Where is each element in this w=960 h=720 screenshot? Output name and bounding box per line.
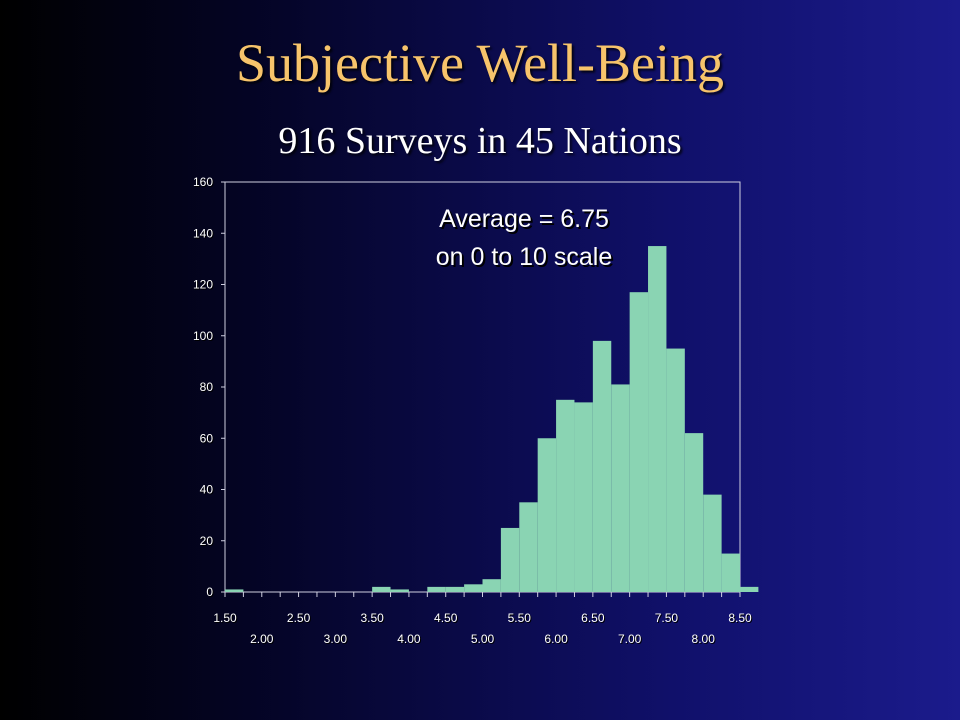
x-tick-label: 8.50 [728,611,752,625]
histogram-bar [464,584,483,592]
x-tick-label-shadow: 8.50 [729,612,753,626]
histogram-bar [556,399,575,592]
x-tick-label: 2.50 [287,611,311,625]
histogram-bar [225,589,244,592]
x-tick-label-shadow: 7.50 [656,612,680,626]
histogram-bar [482,579,501,592]
histogram-bar [703,494,722,592]
average-annotation-shadow: on 0 to 10 scale [438,245,615,273]
x-tick-label-shadow: 5.50 [509,612,533,626]
x-tick-label-shadow: 3.00 [325,633,349,647]
x-tick-label: 2.00 [250,632,274,646]
x-tick-label: 6.50 [581,611,605,625]
histogram-bar [611,384,630,592]
histogram-bar [427,586,446,592]
histogram-bar [629,292,649,592]
y-tick-label: 20 [200,534,214,548]
x-tick-label-shadow: 6.00 [545,633,569,647]
histogram-bar [684,433,704,592]
histogram-bar [721,553,740,592]
y-tick-label-shadow: 20 [201,535,215,549]
histogram-bar [500,527,520,592]
y-tick-label-shadow: 120 [194,279,214,293]
x-tick-label: 3.00 [324,632,348,646]
x-tick-label-shadow: 7.00 [619,633,643,647]
histogram-bar [648,246,667,592]
y-tick-label-shadow: 80 [201,381,215,395]
x-tick-label: 7.00 [618,632,642,646]
x-tick-label: 7.50 [655,611,679,625]
slide-title: Subjective Well-Being [235,33,725,93]
x-tick-label-shadow: 2.00 [251,633,275,647]
y-tick-label: 40 [200,483,214,497]
x-tick-label-shadow: 3.50 [361,612,385,626]
histogram-bar [390,589,409,592]
x-tick-label: 4.50 [434,611,458,625]
x-tick-label-shadow: 4.00 [398,633,422,647]
y-tick-label-shadow: 140 [194,227,214,241]
histogram-bar [592,340,612,592]
y-tick-label: 100 [193,329,213,343]
x-tick-label-shadow: 5.00 [472,633,496,647]
x-tick-label: 6.00 [544,632,568,646]
y-tick-label: 0 [206,585,213,599]
average-annotation-shadow: Average = 6.75 [441,207,611,235]
y-tick-label-shadow: 0 [207,586,214,600]
x-tick-label-shadow: 1.50 [214,612,238,626]
average-annotation: on 0 to 10 scale [436,243,613,271]
y-tick-label-shadow: 60 [201,432,215,446]
y-tick-label-shadow: 160 [194,176,214,190]
histogram-bar [519,502,538,592]
y-tick-label: 120 [193,278,213,292]
y-tick-label: 140 [193,226,213,240]
x-tick-label-shadow: 6.50 [582,612,606,626]
x-tick-label-shadow: 4.50 [435,612,459,626]
x-tick-label: 3.50 [360,611,384,625]
histogram-bar [666,348,685,592]
histogram-bar [372,586,391,592]
average-annotation: Average = 6.75 [439,205,609,233]
x-tick-label: 5.00 [471,632,495,646]
y-tick-label-shadow: 100 [194,330,214,344]
histogram-bar [445,586,465,592]
slide-subtitle: 916 Surveys in 45 Nations [278,120,682,162]
histogram-bar [740,586,759,592]
histogram-bar [574,402,593,592]
x-tick-label-shadow: 8.00 [693,633,717,647]
x-tick-label: 1.50 [213,611,237,625]
y-tick-label: 60 [200,431,214,445]
x-tick-label-shadow: 2.50 [288,612,312,626]
x-tick-label: 4.00 [397,632,421,646]
y-tick-label-shadow: 40 [201,484,215,498]
x-tick-label: 5.50 [508,611,532,625]
y-tick-label: 80 [200,380,214,394]
histogram-bar [537,438,557,592]
x-tick-label: 8.00 [692,632,716,646]
y-tick-label: 160 [193,175,213,189]
